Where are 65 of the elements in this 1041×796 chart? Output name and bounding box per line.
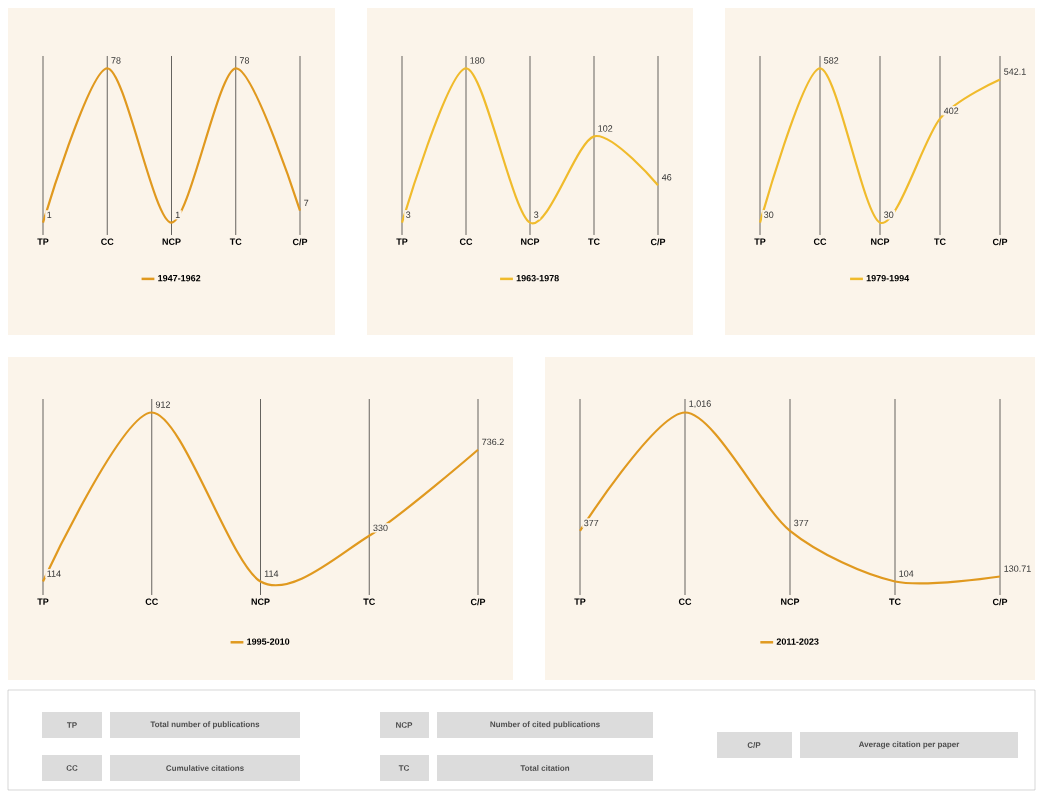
data-label: 180 — [470, 57, 485, 64]
x-tick-label: TC — [363, 598, 376, 605]
x-tick-label: CC — [678, 598, 692, 605]
x-tick-label: TC — [889, 598, 901, 605]
x-tick-label: CC — [145, 598, 159, 605]
x-tick-label: C/P — [650, 238, 666, 246]
data-label: 377 — [584, 519, 599, 527]
x-tick-label: CC — [813, 238, 827, 245]
data-label: 102 — [598, 125, 613, 132]
data-label: 114 — [47, 570, 61, 577]
data-label: 1 — [175, 211, 180, 218]
data-label: 104 — [899, 570, 914, 577]
x-tick-label: TP — [37, 598, 49, 605]
x-tick-label: TC — [588, 238, 600, 245]
x-tick-label: C/P — [470, 598, 486, 606]
x-tick-label: NCP — [781, 598, 800, 605]
data-label: 114 — [264, 570, 279, 577]
text: Cumulative citations — [166, 765, 244, 771]
data-label: 130.71 — [1004, 565, 1031, 572]
x-tick-label: TP — [754, 238, 766, 245]
data-label: 1 — [47, 211, 52, 218]
data-label: 46 — [661, 174, 672, 181]
text: NCP — [396, 722, 413, 728]
data-label: 30 — [884, 211, 894, 218]
legend-label: 1979-1994 — [866, 274, 910, 282]
data-label: 1,016 — [689, 400, 711, 408]
text: TP — [66, 722, 77, 728]
data-label: 582 — [824, 57, 839, 64]
x-tick-label: C/P — [992, 598, 1008, 606]
x-tick-label: NCP — [162, 238, 181, 245]
data-label: 78 — [111, 57, 121, 64]
x-tick-label: TP — [396, 238, 408, 245]
data-label: 736.2 — [482, 438, 504, 446]
legend-label: 2011-2023 — [776, 638, 819, 645]
text: C/P — [747, 742, 761, 748]
data-label: 3 — [534, 211, 539, 218]
x-tick-label: C/P — [992, 238, 1008, 246]
legend-label: 1963-1978 — [516, 274, 559, 282]
x-tick-label: TC — [229, 238, 242, 245]
data-label: 78 — [239, 57, 250, 64]
x-tick-label: CC — [459, 238, 473, 245]
x-tick-label: C/P — [292, 238, 308, 246]
x-tick-label: TP — [574, 598, 586, 605]
data-label: 542.1 — [1004, 68, 1026, 75]
text: CC — [66, 765, 78, 771]
x-tick-label: NCP — [871, 238, 890, 245]
data-label: 402 — [943, 107, 959, 114]
data-label: 377 — [794, 519, 809, 527]
data-label: 330 — [373, 524, 388, 532]
x-tick-label: CC — [101, 238, 114, 245]
x-tick-label: NCP — [521, 238, 540, 245]
data-label: 912 — [155, 401, 171, 408]
text: Total citation — [520, 765, 570, 771]
data-label: 7 — [304, 199, 309, 206]
text: Average citation per paper — [858, 741, 960, 749]
legend-label: 1995-2010 — [247, 638, 290, 645]
text: Number of cited publications — [490, 721, 600, 729]
text: TC — [398, 765, 410, 771]
text: Total number of publications — [150, 721, 260, 729]
x-tick-label: TC — [934, 238, 946, 245]
data-label: 30 — [764, 211, 774, 218]
x-tick-label: TP — [37, 238, 49, 245]
data-label: 3 — [406, 211, 411, 218]
x-tick-label: NCP — [251, 598, 270, 605]
legend-label: 1947-1962 — [158, 274, 201, 282]
